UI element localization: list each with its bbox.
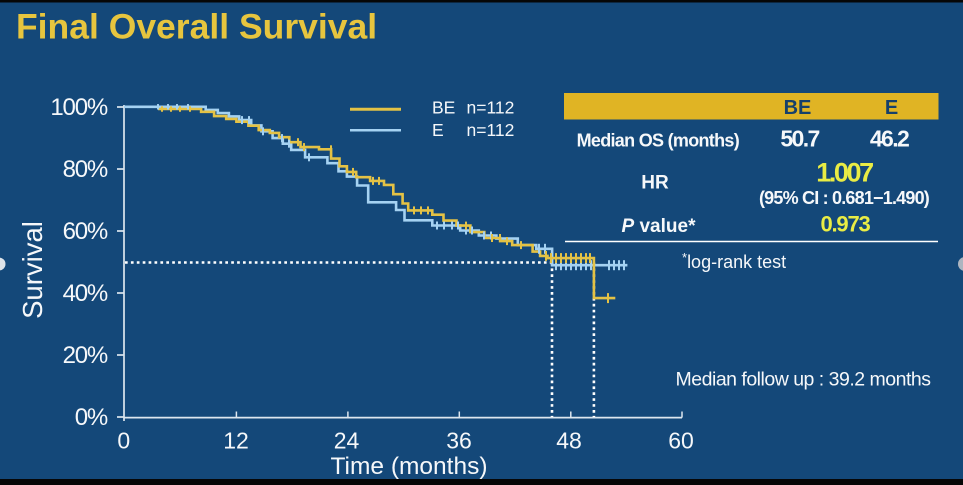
svg-text:E: E <box>885 97 898 119</box>
svg-text:0%: 0% <box>75 404 108 431</box>
svg-text:80%: 80% <box>63 156 108 183</box>
svg-text:100%: 100% <box>50 94 107 121</box>
svg-text:12: 12 <box>223 428 249 454</box>
svg-text:Median OS (months): Median OS (months) <box>577 131 740 151</box>
svg-text:Survival: Survival <box>17 221 48 319</box>
svg-text:BE: BE <box>784 97 812 119</box>
svg-text:BE: BE <box>432 98 455 118</box>
svg-text:n=112: n=112 <box>467 120 515 140</box>
svg-text:Time (months): Time (months) <box>330 453 487 480</box>
svg-text:60: 60 <box>668 428 694 454</box>
svg-text:0.973: 0.973 <box>820 212 870 237</box>
svg-text:Final Overall Survival: Final Overall Survival <box>16 7 377 47</box>
svg-text:60%: 60% <box>63 218 108 245</box>
svg-text:36: 36 <box>446 428 472 454</box>
svg-text:P value*: P value* <box>622 216 697 237</box>
svg-text:50.7: 50.7 <box>780 126 819 152</box>
svg-text:*log-rank test: *log-rank test <box>682 250 786 272</box>
svg-text:48: 48 <box>556 428 582 454</box>
svg-text:0: 0 <box>117 428 130 454</box>
svg-text:E: E <box>432 120 444 140</box>
svg-text:Median follow up : 39.2 months: Median follow up : 39.2 months <box>676 369 932 391</box>
svg-text:24: 24 <box>334 428 360 454</box>
svg-text:20%: 20% <box>63 342 108 369</box>
svg-text:1.007: 1.007 <box>816 157 873 187</box>
svg-text:HR: HR <box>641 173 669 194</box>
svg-text:n=112: n=112 <box>467 98 515 118</box>
svg-text:(95% CI : 0.681−1.490): (95% CI : 0.681−1.490) <box>759 188 930 208</box>
svg-text:40%: 40% <box>63 280 108 307</box>
svg-text:46.2: 46.2 <box>870 126 909 152</box>
